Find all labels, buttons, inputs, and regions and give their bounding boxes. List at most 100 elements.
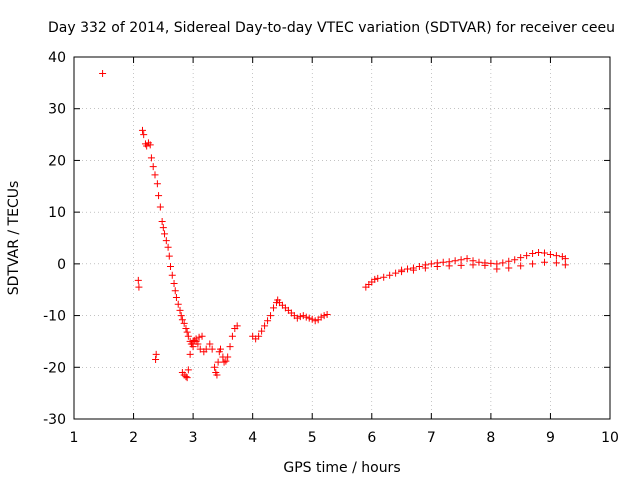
data-point (158, 217, 166, 225)
data-point (409, 266, 417, 274)
data-point (398, 268, 406, 276)
data-point (182, 325, 190, 332)
data-point (404, 265, 412, 273)
data-point (208, 345, 216, 353)
data-point (206, 340, 214, 348)
data-point (469, 261, 477, 269)
x-tick-label: 10 (601, 430, 619, 446)
data-point (194, 340, 202, 348)
x-tick-label: 8 (486, 430, 495, 446)
data-point (505, 257, 513, 265)
plot-frame (73, 56, 611, 420)
y-tick-label: -20 (43, 360, 66, 376)
data-point (172, 293, 180, 301)
data-point (153, 180, 161, 188)
data-point (222, 357, 230, 365)
data-point (202, 345, 210, 353)
data-point (463, 255, 471, 263)
y-tick-label: 20 (48, 153, 66, 169)
data-point (320, 312, 328, 320)
data-point (517, 254, 525, 262)
data-point (155, 192, 163, 200)
data-point (168, 271, 176, 279)
data-point (540, 258, 548, 266)
data-point (151, 171, 159, 179)
data-point (184, 332, 192, 340)
data-point (183, 374, 191, 382)
data-point (302, 313, 310, 321)
data-point (261, 322, 269, 330)
x-tick-label: 3 (189, 430, 198, 446)
x-axis-label: GPS time / hours (283, 460, 400, 476)
data-point (228, 332, 236, 340)
data-point (159, 224, 167, 232)
data-point (156, 203, 164, 211)
data-point (164, 243, 172, 251)
data-point (255, 332, 263, 340)
data-point (196, 345, 204, 353)
data-point (380, 273, 388, 281)
chart-title: Day 332 of 2014, Sidereal Day-to-day VTE… (48, 20, 615, 36)
data-point (182, 373, 190, 381)
data-point (493, 265, 501, 273)
data-point (505, 264, 513, 272)
data-point (190, 336, 198, 344)
data-point (166, 262, 174, 270)
data-point (529, 260, 537, 268)
grid (74, 57, 610, 419)
data-point (170, 280, 178, 288)
data-point (149, 163, 157, 171)
data-point (386, 271, 394, 279)
data-point (305, 314, 313, 322)
data-point (152, 356, 160, 364)
data-point (487, 259, 495, 267)
y-axis-label: SDTVAR / TECUs (6, 181, 22, 296)
data-point (511, 256, 519, 264)
data-point (371, 275, 379, 283)
data-point (180, 319, 188, 327)
data-point (211, 363, 219, 371)
data-point (213, 371, 221, 379)
data-point (517, 262, 525, 270)
data-point (174, 300, 182, 308)
data-point (415, 262, 423, 270)
data-point (299, 312, 307, 320)
data-point (451, 257, 459, 265)
data-point (171, 287, 179, 295)
data-point (177, 312, 185, 320)
data-point (308, 315, 316, 323)
data-point (217, 345, 225, 353)
x-tick-label: 2 (129, 430, 138, 446)
data-point (147, 154, 155, 162)
y-tick-label: 10 (48, 205, 66, 221)
axis-ticks: 1 2 3 4 5 6 7 8 9 10 40 30 20 10 0 -10 -20 -30 (43, 50, 619, 446)
y-tick-label: -30 (43, 412, 66, 428)
data-point (529, 250, 537, 258)
data-point (475, 258, 483, 266)
data-point (176, 306, 184, 314)
y-tick-label: 0 (57, 257, 66, 273)
y-tick-label: 30 (48, 102, 66, 118)
x-tick-label: 1 (70, 430, 79, 446)
data-point (134, 276, 142, 284)
data-point (99, 70, 107, 78)
data-point (186, 350, 194, 358)
data-point (552, 259, 560, 267)
data-point (267, 312, 275, 320)
data-point (270, 304, 278, 312)
data-point (165, 252, 173, 260)
data-point (178, 316, 186, 324)
data-point (311, 317, 319, 325)
data-point (220, 358, 228, 366)
data-point (198, 332, 206, 340)
data-point (162, 237, 170, 245)
data-point (226, 343, 234, 351)
y-tick-label: 40 (48, 50, 66, 66)
data-point (445, 262, 453, 270)
data-point (258, 327, 266, 335)
data-point (146, 141, 154, 149)
data-point (135, 283, 143, 291)
x-tick-label: 9 (546, 430, 555, 446)
data-point (296, 313, 304, 321)
